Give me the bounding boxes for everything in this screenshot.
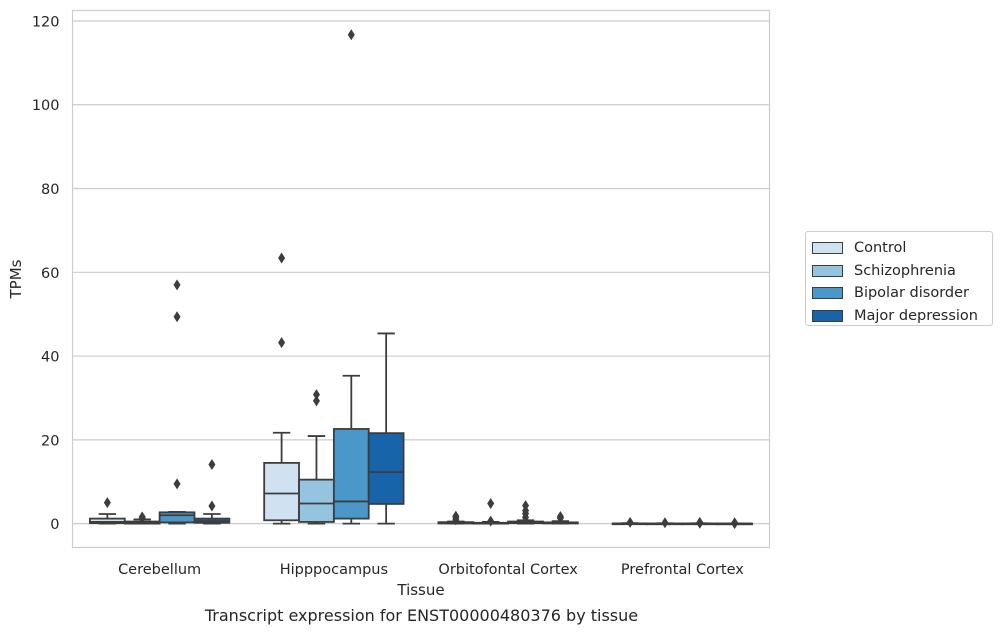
legend: Control Schizophrenia Bipolar disorder M… bbox=[805, 231, 993, 326]
legend-item-major-depression: Major depression bbox=[812, 305, 992, 328]
x-tick-label: Hipppocampus bbox=[280, 562, 388, 578]
legend-item-schizophrenia: Schizophrenia bbox=[812, 260, 992, 283]
box-control bbox=[263, 252, 300, 525]
legend-label: Control bbox=[854, 240, 907, 257]
legend-swatch-schizophrenia bbox=[812, 264, 843, 277]
outlier-point bbox=[278, 337, 286, 349]
outlier-point bbox=[173, 311, 181, 323]
box-major-depression bbox=[716, 517, 753, 530]
legend-swatch-control bbox=[812, 242, 843, 255]
y-tick-label: 100 bbox=[32, 98, 60, 114]
box-iqr bbox=[367, 432, 405, 505]
plot-frame bbox=[71, 9, 771, 549]
box-schizophrenia bbox=[298, 389, 335, 525]
y-tick-label: 80 bbox=[41, 182, 59, 198]
y-tick-label: 60 bbox=[41, 266, 59, 282]
legend-label: Bipolar disorder bbox=[854, 285, 969, 302]
boxes bbox=[89, 29, 753, 530]
outlier-point bbox=[487, 498, 495, 510]
box-control bbox=[89, 497, 126, 525]
x-axis-label: Tissue bbox=[396, 581, 444, 599]
y-tick-label: 120 bbox=[32, 14, 60, 30]
box-iqr bbox=[158, 511, 196, 524]
x-tick-label: Prefrontal Cortex bbox=[621, 562, 744, 578]
legend-swatch-major-depression bbox=[812, 309, 843, 322]
y-axis-label: TPMs bbox=[7, 259, 25, 299]
outlier-point bbox=[522, 500, 530, 512]
outlier-point bbox=[556, 511, 564, 523]
y-tick-labels: 0 20 40 60 80 100 120 bbox=[32, 14, 60, 533]
outlier-point bbox=[731, 517, 739, 529]
box-schizophrenia bbox=[646, 517, 684, 529]
gridlines bbox=[72, 20, 770, 525]
outlier-point bbox=[138, 511, 146, 523]
legend-label: Schizophrenia bbox=[854, 262, 956, 279]
outlier-point bbox=[696, 516, 704, 528]
y-tick-label: 40 bbox=[41, 350, 59, 366]
legend-label: Major depression bbox=[854, 307, 978, 324]
outlier-point bbox=[661, 517, 669, 529]
outlier-point bbox=[312, 389, 320, 401]
y-tick-label: 20 bbox=[41, 433, 59, 449]
outlier-point bbox=[173, 279, 181, 291]
outlier-point bbox=[103, 497, 111, 509]
x-tick-label: Cerebellum bbox=[118, 562, 201, 578]
box-bipolar-disorder bbox=[158, 279, 196, 525]
outlier-point bbox=[452, 510, 460, 522]
outlier-point bbox=[173, 478, 181, 490]
box-major-depression bbox=[542, 511, 579, 525]
box-major-depression bbox=[193, 459, 231, 525]
box-bipolar-disorder bbox=[681, 516, 719, 529]
legend-item-bipolar-disorder: Bipolar disorder bbox=[812, 282, 992, 305]
x-tick-label: Orbitofontal Cortex bbox=[438, 562, 578, 578]
box-iqr bbox=[332, 428, 370, 520]
outlier-point bbox=[626, 516, 634, 528]
x-tick-labels: Cerebellum Hipppocampus Orbitofontal Corte… bbox=[118, 562, 744, 578]
box-major-depression bbox=[367, 332, 405, 525]
box-iqr bbox=[298, 478, 335, 523]
outlier-point bbox=[312, 395, 320, 407]
figure-caption: Transcript expression for ENST0000048037… bbox=[204, 606, 639, 625]
outlier-point bbox=[487, 515, 495, 527]
box-schizophrenia bbox=[472, 498, 510, 527]
legend-swatch-bipolar-disorder bbox=[812, 287, 843, 300]
outlier-point bbox=[347, 29, 355, 41]
box-bipolar-disorder bbox=[332, 29, 370, 525]
outlier-point bbox=[208, 500, 216, 512]
box-iqr bbox=[263, 461, 300, 522]
legend-item-control: Control bbox=[812, 237, 992, 260]
box-schizophrenia bbox=[123, 511, 161, 525]
outlier-point bbox=[208, 459, 216, 471]
y-tick-label: 0 bbox=[50, 517, 59, 533]
outlier-point bbox=[278, 252, 286, 264]
box-control bbox=[611, 516, 649, 528]
box-bipolar-disorder bbox=[507, 500, 544, 525]
box-control bbox=[437, 510, 475, 526]
